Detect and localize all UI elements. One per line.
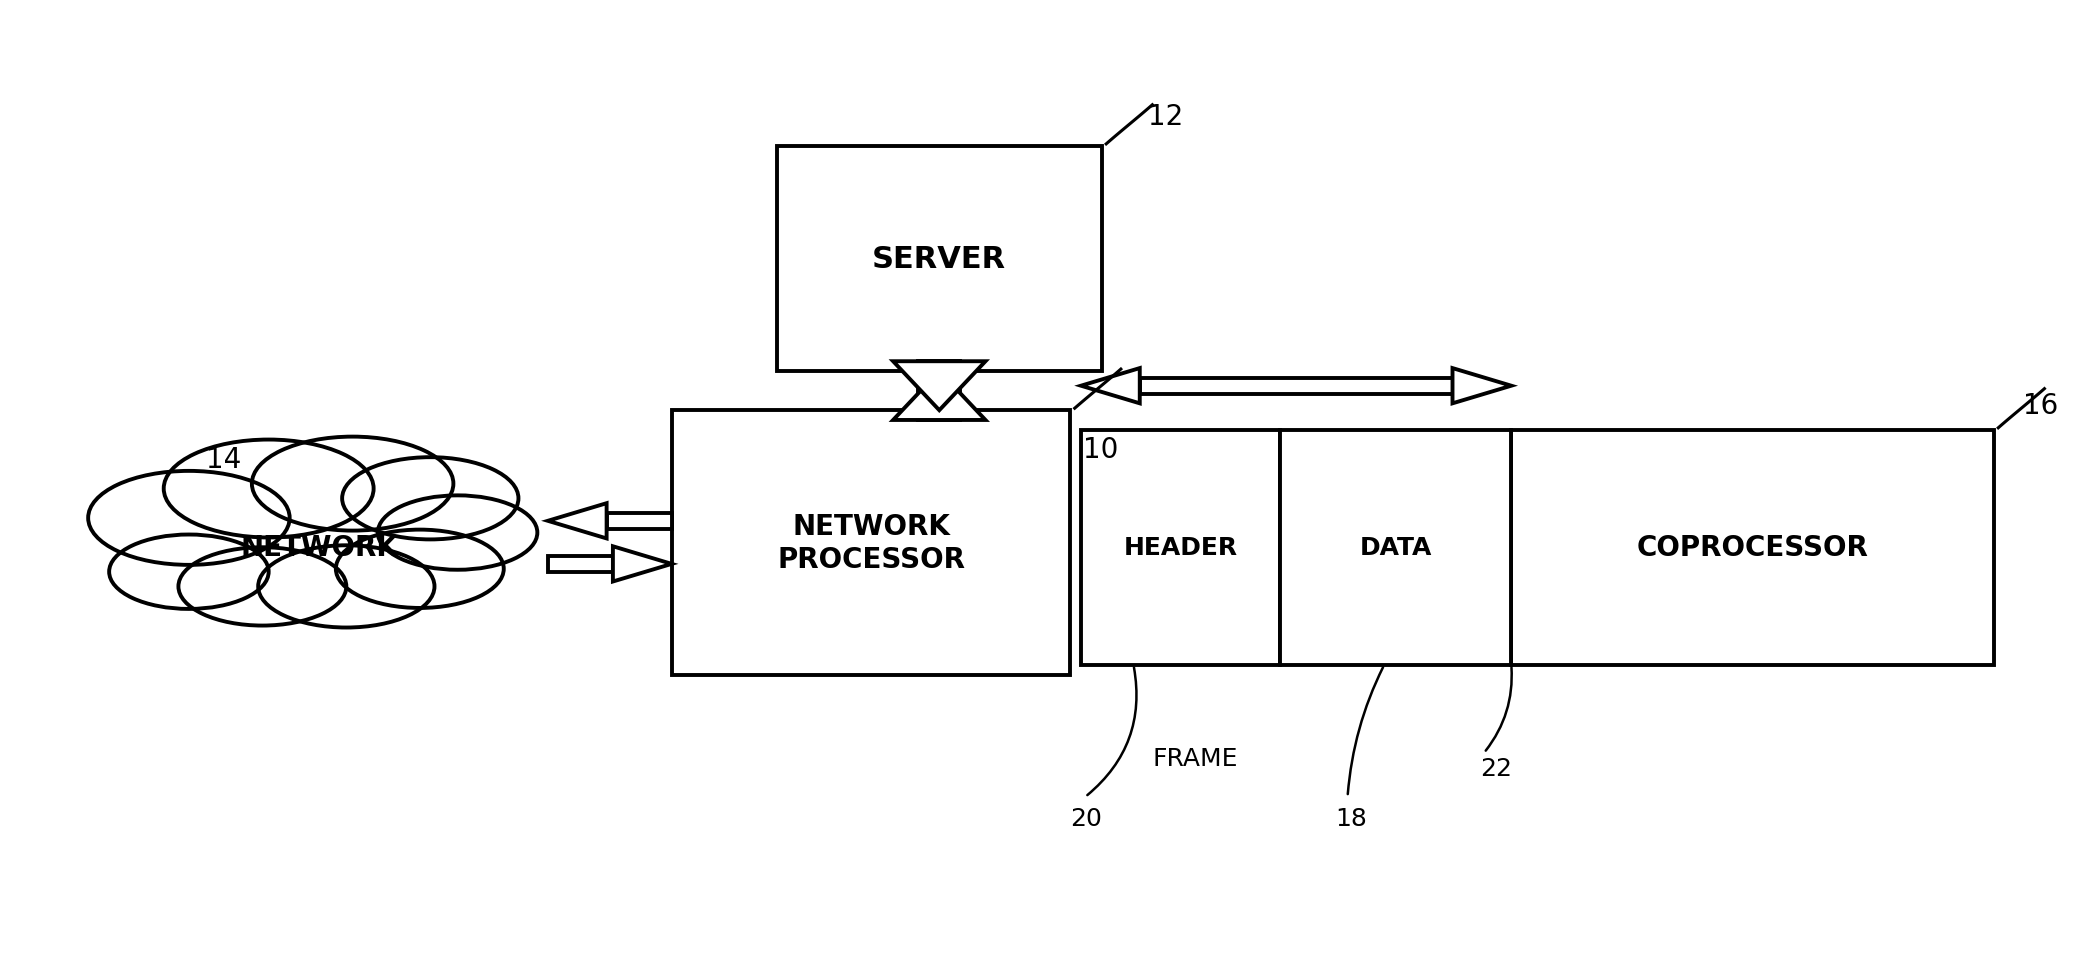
Text: NETWORK
PROCESSOR: NETWORK PROCESSOR [777, 512, 966, 573]
Circle shape [164, 440, 374, 538]
Circle shape [336, 530, 504, 608]
Text: SERVER: SERVER [873, 244, 1005, 274]
Text: DATA: DATA [1360, 536, 1432, 559]
Text: 20: 20 [1070, 807, 1102, 830]
Bar [1140, 378, 1453, 394]
Polygon shape [894, 372, 987, 421]
Text: 18: 18 [1335, 807, 1366, 830]
Polygon shape [894, 362, 987, 411]
Text: 14: 14 [206, 446, 241, 473]
Circle shape [178, 548, 346, 626]
Bar [1280, 430, 1511, 665]
Polygon shape [548, 504, 607, 539]
Bar [1511, 430, 1994, 665]
Text: 10: 10 [1083, 436, 1119, 464]
Circle shape [258, 546, 434, 628]
Polygon shape [613, 547, 672, 582]
Text: FRAME: FRAME [1152, 746, 1238, 770]
Text: COPROCESSOR: COPROCESSOR [1637, 534, 1868, 561]
Polygon shape [1453, 369, 1511, 404]
Circle shape [342, 458, 518, 540]
Circle shape [109, 535, 269, 609]
Circle shape [378, 496, 537, 570]
Bar [1081, 430, 1280, 665]
Text: NETWORK: NETWORK [239, 534, 399, 561]
Text: HEADER: HEADER [1123, 536, 1238, 559]
Circle shape [252, 437, 453, 531]
Bar [607, 513, 672, 529]
Bar [672, 411, 1070, 675]
Text: 12: 12 [1148, 104, 1184, 131]
Bar [777, 147, 1102, 372]
Bar [919, 362, 959, 421]
Bar [548, 556, 613, 572]
Polygon shape [1081, 369, 1140, 404]
Text: 16: 16 [2023, 392, 2059, 420]
Circle shape [88, 471, 290, 565]
Text: 22: 22 [1480, 756, 1511, 779]
